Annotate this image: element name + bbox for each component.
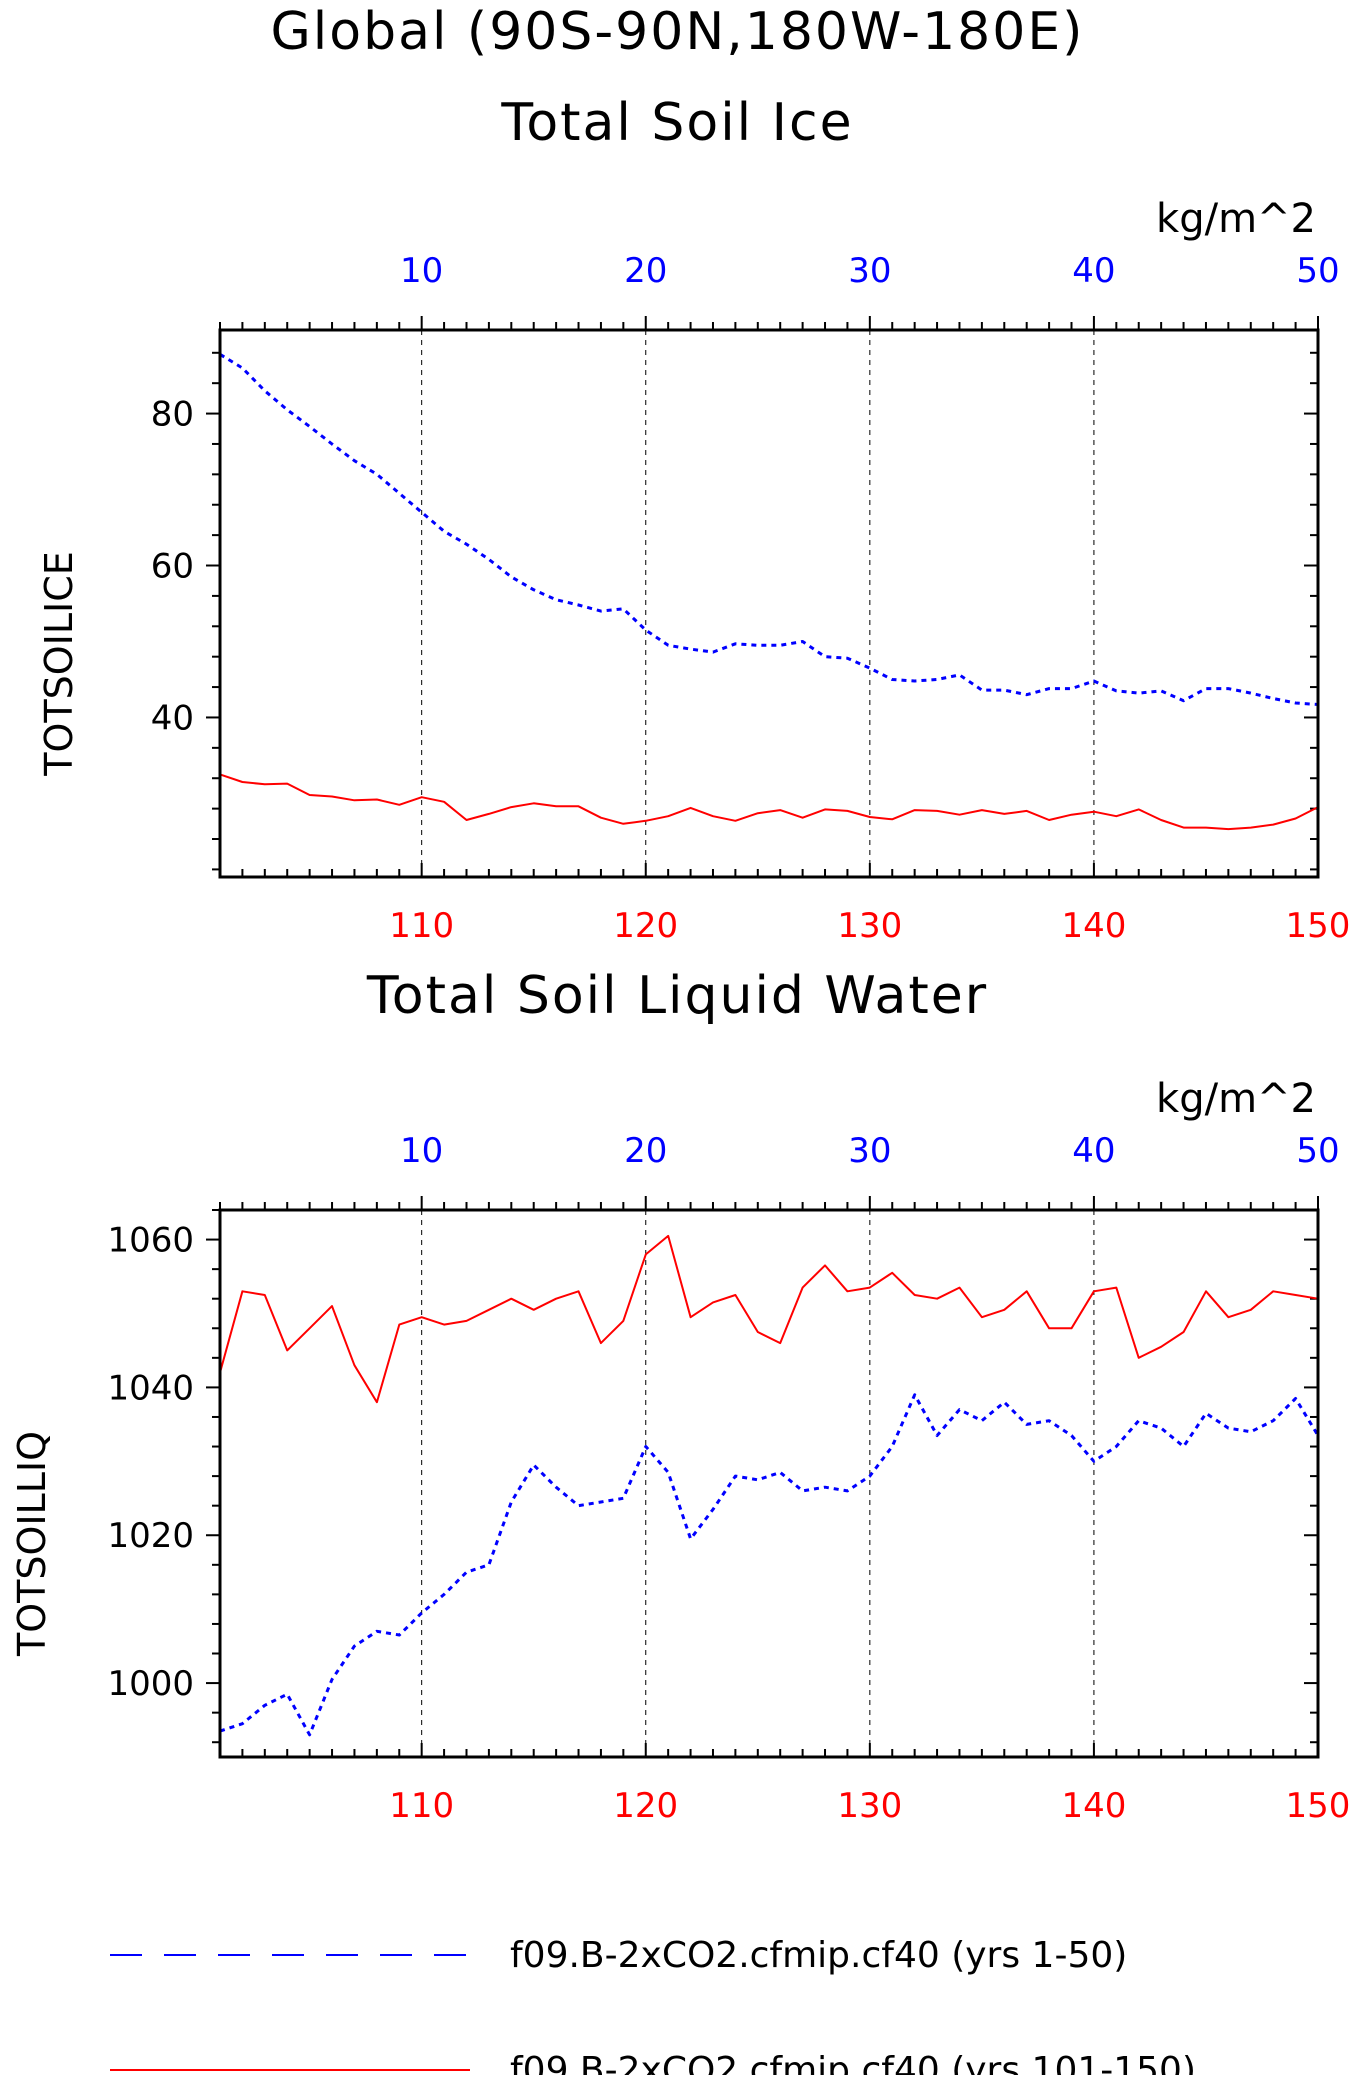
y-tick-label: 1020 bbox=[107, 1516, 194, 1556]
legend-label: f09.B-2xCO2.cfmip.cf40 (yrs 101-150) bbox=[510, 2050, 1196, 2075]
x-top-tick-label: 30 bbox=[848, 1131, 891, 1171]
series-yrs-1-50-line bbox=[219, 1393, 1320, 1737]
legend: f09.B-2xCO2.cfmip.cf40 (yrs 1-50) f09.B-2… bbox=[110, 1935, 1196, 2075]
y-tick-label: 60 bbox=[151, 547, 194, 587]
x-bottom-tick-label: 140 bbox=[1061, 906, 1126, 946]
y-tick-label: 1000 bbox=[107, 1664, 194, 1704]
x-bottom-tick-label: 130 bbox=[837, 1786, 902, 1826]
y-tick-label: 1040 bbox=[107, 1368, 194, 1408]
panel1-title: Total Soil Ice bbox=[501, 93, 854, 153]
x-top-tick-label: 50 bbox=[1296, 1131, 1339, 1171]
x-top-tick-label: 20 bbox=[624, 251, 667, 291]
plot-frame bbox=[218, 1208, 1320, 1759]
units-label: kg/m^2 bbox=[1156, 1076, 1316, 1122]
series-yrs-101-150-line bbox=[219, 1234, 1319, 1404]
x-bottom-tick-label: 120 bbox=[613, 1786, 678, 1826]
x-top-tick-label: 50 bbox=[1296, 251, 1339, 291]
x-bottom-tick-label: 140 bbox=[1061, 1786, 1126, 1826]
soil-ice-chart: 40 60 80 110 120 130 140 150 10 20 30 40 50 kg/m^2 TOT… bbox=[37, 196, 1351, 946]
x-bottom-tick-label: 150 bbox=[1286, 1786, 1351, 1826]
y-tick-label: 1060 bbox=[107, 1221, 194, 1261]
panel2-title: Total Soil Liquid Water bbox=[366, 966, 989, 1026]
series-yrs-101-150-line bbox=[219, 773, 1319, 831]
x-bottom-tick-label: 110 bbox=[389, 906, 454, 946]
x-bottom-tick-label: 150 bbox=[1286, 906, 1351, 946]
plot-frame bbox=[218, 328, 1320, 879]
x-top-tick-label: 20 bbox=[624, 1131, 667, 1171]
units-label: kg/m^2 bbox=[1156, 196, 1316, 242]
x-top-tick-label: 40 bbox=[1072, 251, 1115, 291]
series-yrs-1-50-line bbox=[219, 353, 1319, 706]
y-tick-label: 40 bbox=[151, 698, 194, 738]
y-tick-label: 80 bbox=[151, 395, 194, 435]
x-bottom-tick-label: 130 bbox=[837, 906, 902, 946]
x-top-tick-label: 10 bbox=[400, 251, 443, 291]
y-axis-label: TOTSOILLIQ bbox=[10, 1431, 54, 1657]
y-axis-label: TOTSOILICE bbox=[37, 551, 81, 777]
x-bottom-tick-label: 110 bbox=[389, 1786, 454, 1826]
x-top-tick-label: 30 bbox=[848, 251, 891, 291]
x-bottom-tick-label: 120 bbox=[613, 906, 678, 946]
chart-region-title: Global (90S-90N,180W-180E) bbox=[270, 2, 1085, 62]
x-top-tick-label: 10 bbox=[400, 1131, 443, 1171]
legend-label: f09.B-2xCO2.cfmip.cf40 (yrs 1-50) bbox=[510, 1935, 1127, 1976]
x-top-tick-label: 40 bbox=[1072, 1131, 1115, 1171]
